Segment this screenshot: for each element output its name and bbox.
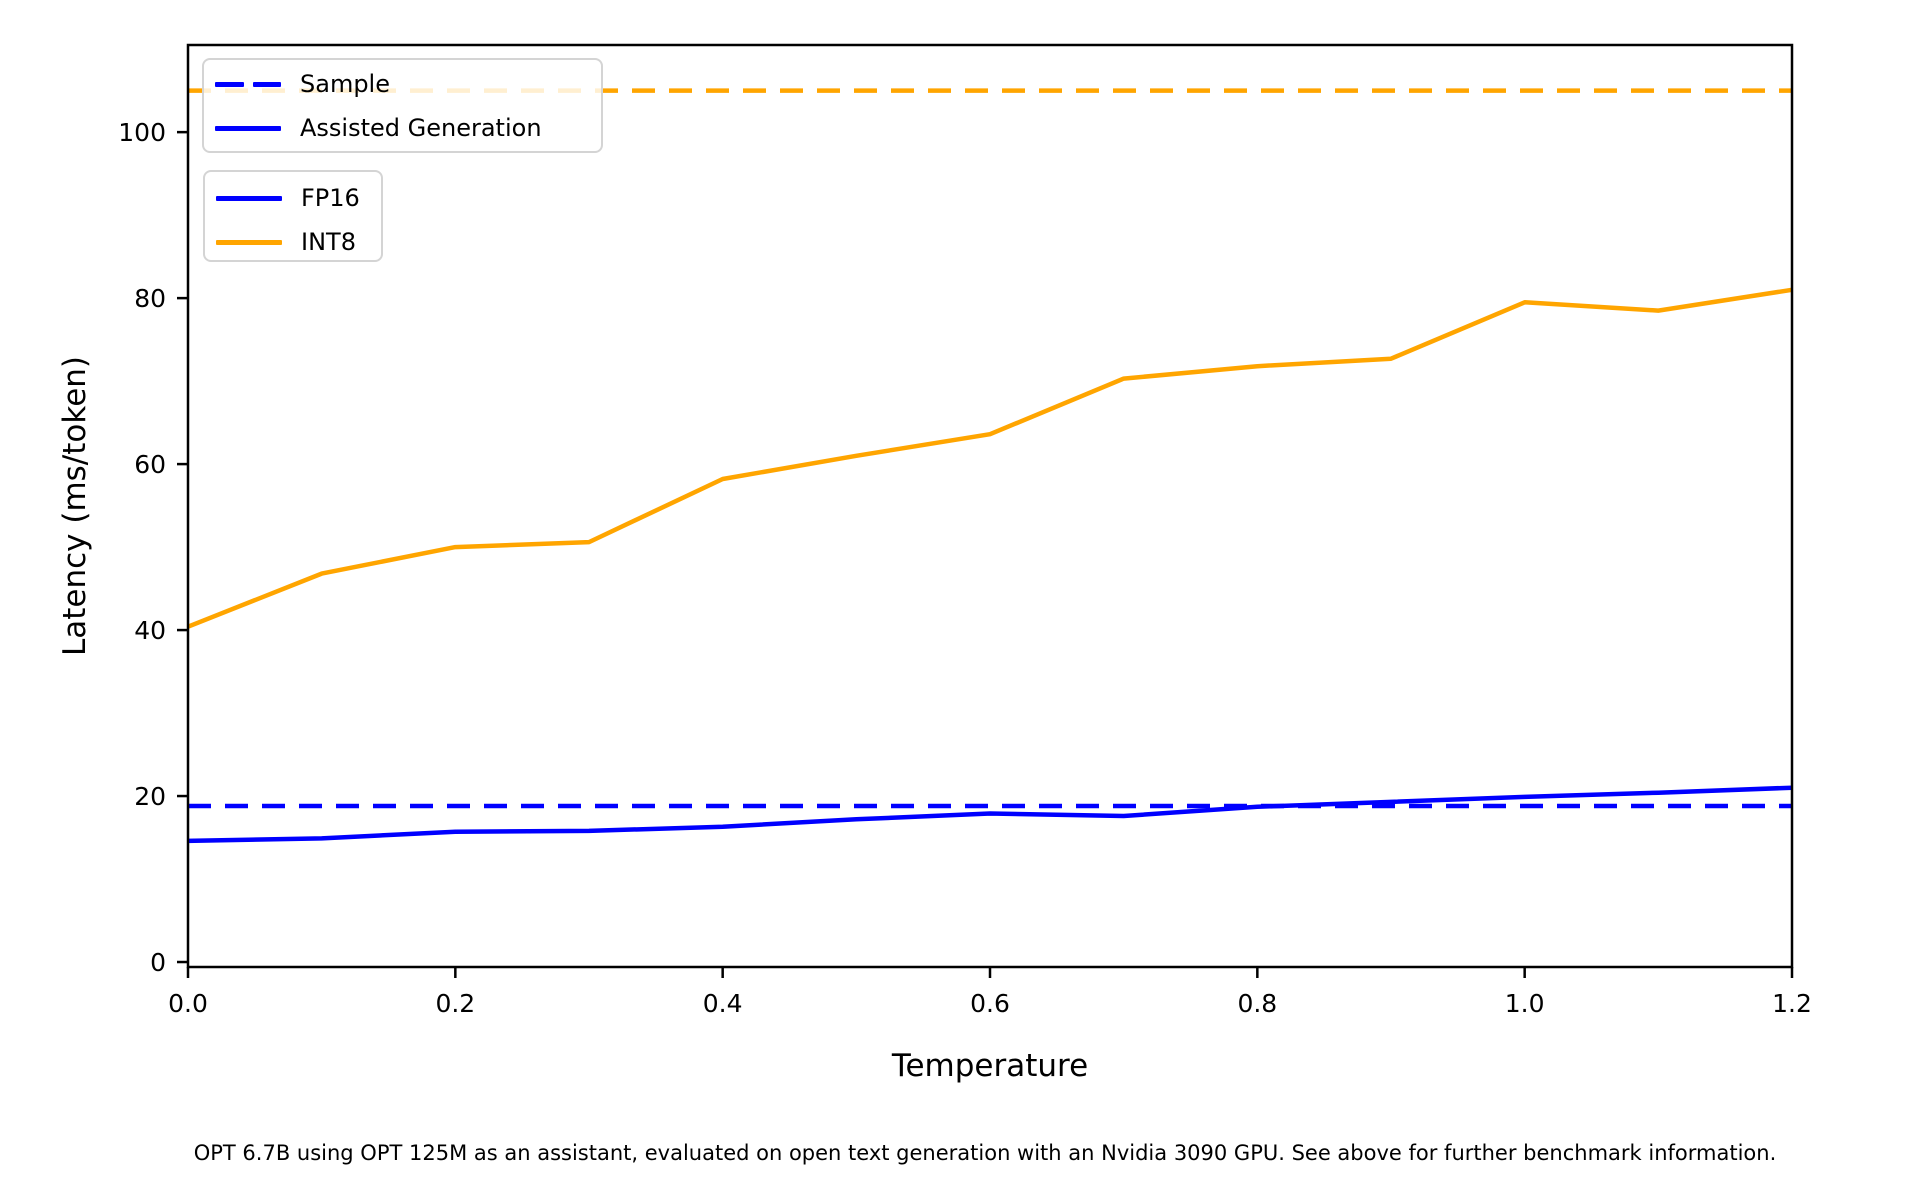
legend-item-assisted-generation: Assisted Generation <box>204 106 601 150</box>
solid-line-swatch <box>215 125 281 131</box>
x-tick-label: 0.2 <box>435 989 475 1018</box>
x-tick-label: 0.0 <box>168 989 208 1018</box>
y-tick-label: 60 <box>134 450 166 479</box>
x-tick-label: 0.4 <box>703 989 743 1018</box>
legend-item-int8: INT8 <box>205 220 381 264</box>
series-assisted-generation-int8 <box>187 287 1793 629</box>
x-tick-label: 1.2 <box>1772 989 1812 1018</box>
legend-label-int8: INT8 <box>301 228 356 256</box>
x-tick-label: 0.6 <box>970 989 1010 1018</box>
legend-item-sample: Sample <box>204 62 601 106</box>
y-tick-label: 20 <box>134 782 166 811</box>
y-axis-label: Latency (ms/token) <box>57 355 93 657</box>
x-axis-label: Temperature <box>891 1048 1089 1084</box>
y-tick-label: 80 <box>134 284 166 313</box>
x-tick-label: 0.8 <box>1237 989 1277 1018</box>
plot-border <box>186 43 1794 969</box>
y-tick-label: 40 <box>134 616 166 645</box>
legend-line-style: Sample Assisted Generation <box>202 58 603 153</box>
legend-item-fp16: FP16 <box>205 176 381 220</box>
y-tick-label: 100 <box>118 118 166 147</box>
legend-label-assisted-generation: Assisted Generation <box>300 114 542 142</box>
dashed-line-swatch <box>215 81 281 87</box>
solid-line-swatch <box>216 239 282 245</box>
caption: OPT 6.7B using OPT 125M as an assistant,… <box>193 1141 1777 1165</box>
legend-label-sample: Sample <box>300 70 390 98</box>
solid-line-swatch <box>216 195 282 201</box>
x-tick-label: 1.0 <box>1505 989 1545 1018</box>
y-tick-label: 0 <box>150 948 166 977</box>
legend-precision: FP16 INT8 <box>203 170 383 262</box>
legend-label-fp16: FP16 <box>301 184 360 212</box>
series-assisted-generation-fp16 <box>187 785 1793 844</box>
